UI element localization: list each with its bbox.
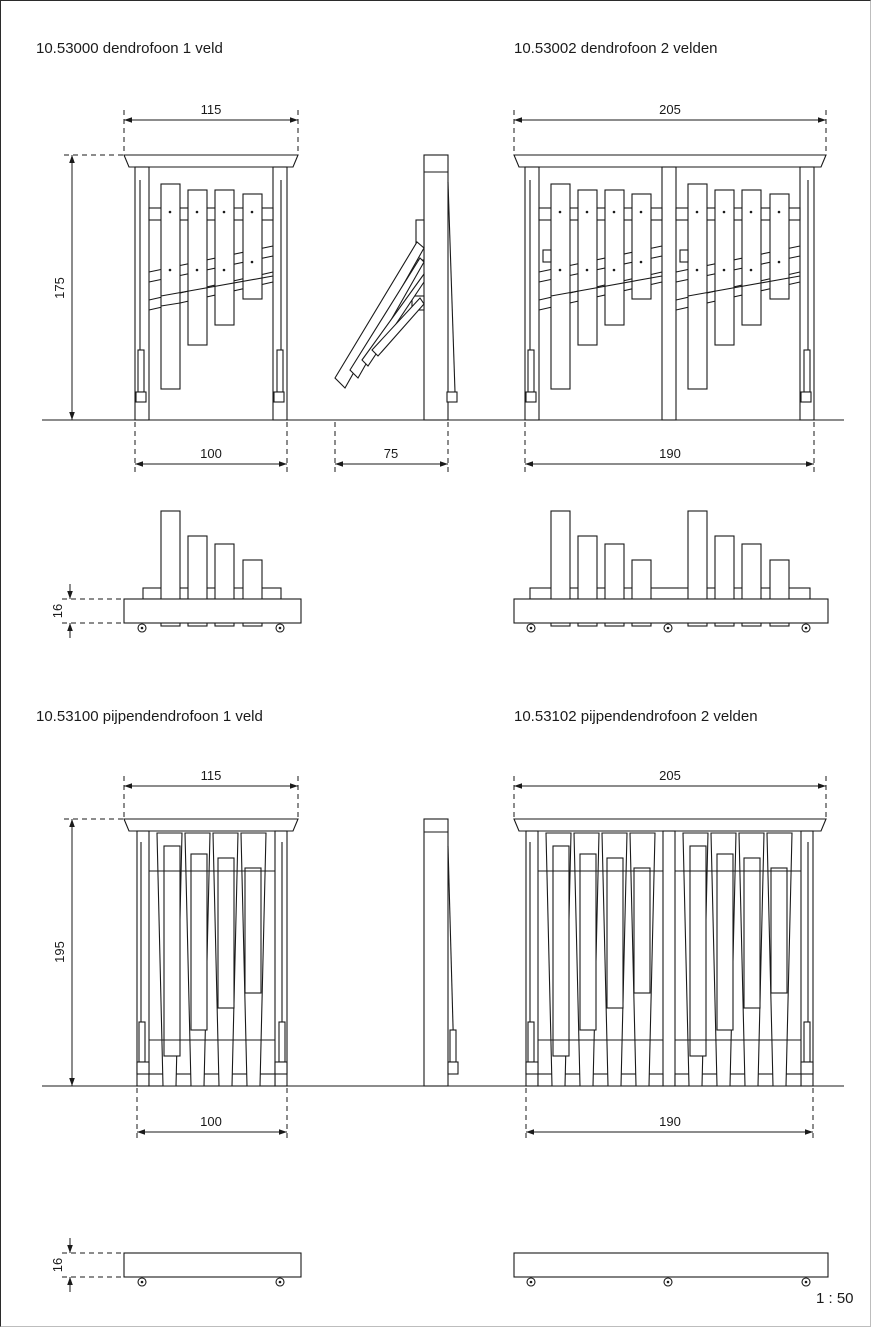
- dendrofoon-1-plan-view: 16: [50, 510, 302, 638]
- title-pijpendendrofoon-1-veld: 10.53100 pijpendendrofoon 1 veld: [36, 708, 263, 725]
- dim-top-width-1: 115: [201, 102, 222, 117]
- dim-height-dendro: 175: [52, 277, 67, 299]
- dendrofoon-2-front-view: 205: [513, 102, 827, 421]
- dim-top-width-2b: 205: [659, 768, 681, 783]
- dendrofoon-1-front-view: 115 175: [52, 102, 299, 421]
- dendrofoon-2-plan-view: [513, 510, 829, 633]
- pijpendendrofoon-1-plan-view: 16: [50, 1238, 302, 1292]
- dendrofoon-side-view: [334, 154, 458, 421]
- dim-top-width-1b: 115: [201, 768, 222, 783]
- dim-depth: 75: [384, 446, 398, 461]
- pijpendendrofoon-1-front-view: 115 195: [52, 768, 299, 1087]
- dim-base-width-2b: 190: [659, 1114, 681, 1129]
- dim-height-pijp: 195: [52, 941, 67, 963]
- pijpendendrofoon-2-front-view: 205: [513, 768, 827, 1087]
- pijpendendrofoon-side-view: [423, 818, 459, 1087]
- dim-plan-height-2: 16: [50, 1258, 65, 1272]
- title-pijpendendrofoon-2-velden: 10.53102 pijpendendrofoon 2 velden: [514, 708, 758, 725]
- pijpendendrofoon-base-dimensions: 100 190: [136, 1088, 814, 1140]
- dim-base-width-1: 100: [200, 446, 222, 461]
- dim-base-width-1b: 100: [200, 1114, 222, 1129]
- title-dendrofoon-1-veld: 10.53000 dendrofoon 1 veld: [36, 40, 223, 57]
- dim-top-width-2: 205: [659, 102, 681, 117]
- dim-base-width-2: 190: [659, 446, 681, 461]
- dim-plan-height-1: 16: [50, 604, 65, 618]
- dendrofoon-base-dimensions: 100 75 190: [134, 422, 815, 472]
- pijpendendrofoon-2-plan-view: [513, 1252, 829, 1287]
- title-dendrofoon-2-velden: 10.53002 dendrofoon 2 velden: [514, 40, 718, 57]
- scale-label: 1 : 50: [816, 1290, 854, 1307]
